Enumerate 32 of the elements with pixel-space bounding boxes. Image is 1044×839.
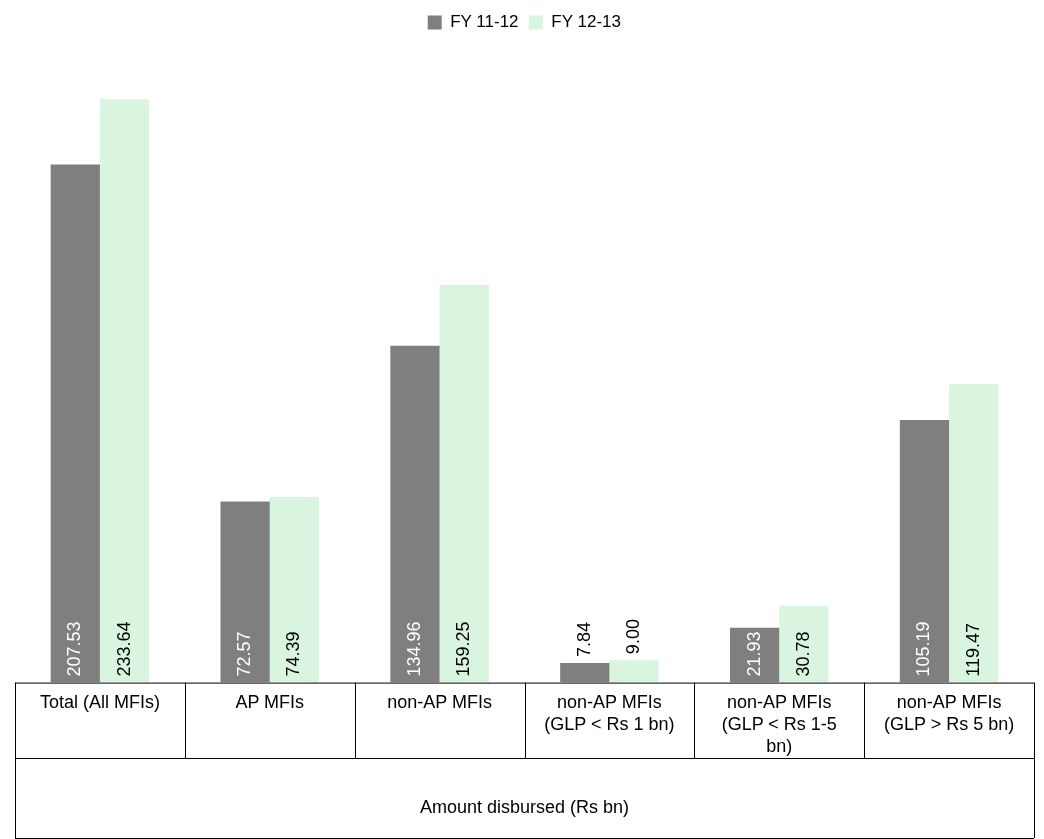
bar	[609, 660, 659, 683]
data-label: 159.25	[453, 621, 474, 677]
data-label: 74.39	[283, 631, 304, 677]
x-tick-label: non-AP MFIs	[387, 692, 492, 713]
x-tick-label: Total (All MFIs)	[39, 692, 160, 713]
data-label: 119.47	[962, 622, 983, 677]
x-axis-title: Amount disbursed (Rs bn)	[419, 797, 630, 818]
bar	[269, 496, 319, 683]
data-label: 105.19	[913, 621, 934, 677]
bar	[50, 164, 100, 683]
bar	[899, 420, 950, 683]
data-label: 7.84	[573, 621, 594, 658]
bar	[439, 285, 489, 683]
bar	[390, 345, 440, 683]
x-tick-label: non-AP MFIs (GLP > Rs 5 bn)	[883, 692, 1015, 734]
bar	[560, 663, 610, 683]
bar	[220, 501, 270, 683]
x-tick-label: AP MFIs	[235, 692, 305, 713]
x-tick-label: non-AP MFIs (GLP < Rs 1-5 bn)	[721, 692, 837, 756]
bar	[99, 99, 150, 683]
legend-label: FY 11-12	[450, 12, 519, 32]
data-label: 233.64	[113, 621, 134, 677]
data-label: 9.00	[623, 619, 644, 655]
data-label: 30.78	[792, 631, 813, 677]
bar	[949, 384, 999, 683]
data-label: 134.96	[403, 621, 424, 677]
legend-label: FY 12-13	[551, 12, 621, 32]
bar	[779, 605, 829, 683]
data-label: 72.57	[234, 631, 255, 677]
x-tick-label: non-AP MFIs (GLP < Rs 1 bn)	[544, 692, 675, 734]
data-label: 207.53	[64, 621, 85, 677]
data-label: 21.93	[743, 631, 764, 677]
